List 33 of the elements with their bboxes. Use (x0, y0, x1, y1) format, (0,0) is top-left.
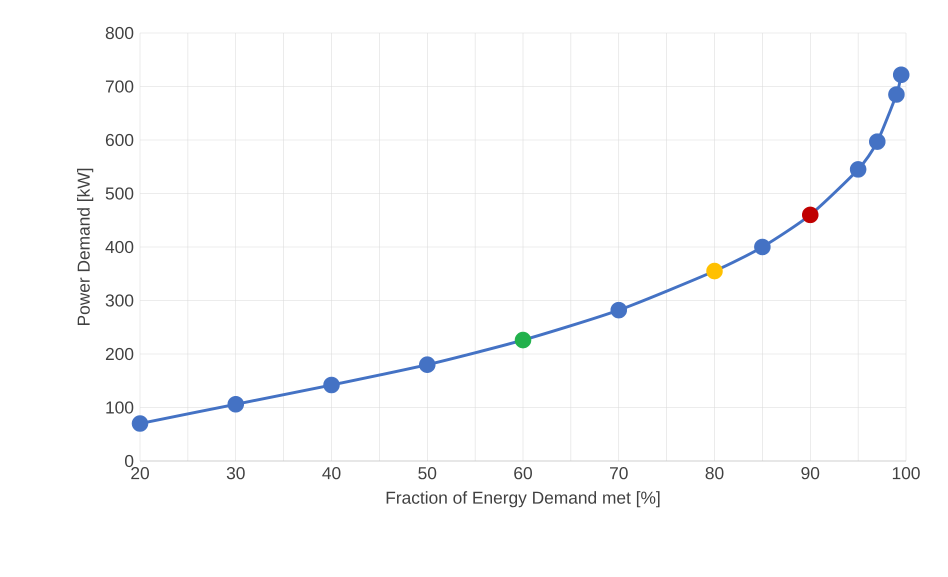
x-tick-label: 20 (131, 467, 149, 480)
point (227, 396, 244, 413)
y-tick-label: 300 (106, 294, 134, 307)
y-tick-label: 400 (105, 240, 134, 254)
y-tick-label: 200 (106, 348, 134, 360)
y-axis-title: Power Demand [kW] (77, 168, 94, 326)
y-tick-label: 700 (106, 80, 134, 93)
y-tick-label: 100 (106, 401, 134, 414)
point (869, 133, 886, 150)
x-tick-label: 70 (610, 467, 628, 480)
point (610, 302, 628, 318)
x-tick-label: 30 (226, 467, 245, 480)
y-tick-label: 600 (106, 134, 134, 146)
x-tick-label: 90 (801, 467, 820, 480)
y-tick-label: 800 (106, 26, 134, 40)
x-tick-label: 60 (514, 467, 532, 480)
y-tick-label: 500 (106, 187, 134, 200)
point (754, 238, 771, 256)
point (888, 86, 905, 103)
y-tick-label: 0 (124, 454, 134, 468)
x-axis-title: Fraction of Energy Demand met [%] (386, 491, 660, 508)
x-tick-label: 40 (322, 467, 340, 480)
point (892, 66, 910, 83)
point (802, 206, 819, 224)
point (418, 356, 436, 373)
x-tick-label: 50 (418, 467, 436, 480)
x-tick-label: 80 (706, 467, 724, 480)
point (514, 332, 532, 348)
point (850, 161, 866, 178)
point (706, 262, 723, 280)
point (323, 376, 340, 394)
x-tick-label: 100 (892, 467, 920, 480)
point (132, 415, 148, 432)
